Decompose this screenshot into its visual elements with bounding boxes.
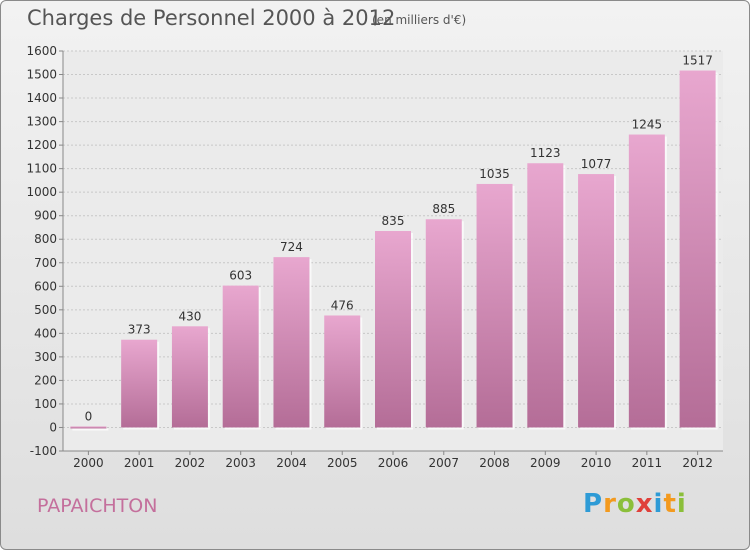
bar [679, 70, 716, 428]
y-tick-label: 1500 [26, 68, 57, 82]
bar [121, 339, 158, 428]
data-label: 835 [382, 214, 405, 228]
data-label: 1123 [530, 146, 561, 160]
x-tick-label: 2005 [327, 456, 358, 470]
chart-title: Charges de Personnel 2000 à 2012 [27, 6, 396, 30]
bar [273, 257, 310, 428]
y-tick-label: 1100 [26, 162, 57, 176]
data-label: 603 [229, 269, 252, 283]
data-label: 1035 [479, 167, 510, 181]
logo-letter: i [653, 489, 664, 519]
logo-letter: x [635, 489, 654, 519]
data-label: 430 [178, 309, 201, 323]
bar [375, 231, 411, 428]
bar [578, 174, 615, 428]
y-tick-label: 1200 [26, 138, 57, 152]
x-tick-label: 2007 [428, 456, 459, 470]
bar [222, 285, 259, 428]
data-label: 724 [280, 240, 303, 254]
y-tick-label: 200 [34, 373, 57, 387]
logo-letter: o [616, 489, 636, 519]
logo-letter: t [663, 489, 677, 519]
y-tick-label: 400 [34, 326, 57, 340]
y-tick-label: 1000 [26, 185, 57, 199]
y-tick-label: 1300 [26, 115, 57, 129]
bar [70, 426, 107, 429]
x-tick-label: 2001 [124, 456, 155, 470]
data-label: 885 [432, 202, 455, 216]
y-tick-label: 300 [34, 350, 57, 364]
place-name: PAPAICHTON [37, 495, 158, 517]
logo-letter: i [676, 489, 687, 519]
data-label: 1077 [581, 157, 612, 171]
x-tick-label: 2009 [530, 456, 561, 470]
y-tick-label: 500 [34, 303, 57, 317]
x-tick-label: 2012 [682, 456, 713, 470]
y-tick-label: -100 [30, 444, 57, 458]
logo-letter: P [583, 489, 604, 519]
y-tick-label: 800 [34, 232, 57, 246]
x-tick-label: 2011 [632, 456, 663, 470]
bar [527, 163, 564, 428]
bar [425, 219, 462, 428]
logo-letter: r [603, 489, 617, 519]
y-tick-label: 0 [49, 420, 57, 434]
proxiti-logo: Proxiti [583, 489, 687, 519]
x-tick-label: 2010 [581, 456, 612, 470]
y-tick-label: 1600 [26, 44, 57, 58]
x-tick-label: 2002 [175, 456, 206, 470]
x-tick-label: 2000 [73, 456, 104, 470]
y-tick-label: 700 [34, 256, 57, 270]
chart-subtitle: (en milliers d'€) [372, 13, 467, 27]
bar-shadow [72, 428, 109, 431]
x-tick-label: 2004 [276, 456, 307, 470]
bar [171, 326, 208, 428]
bar [324, 315, 361, 428]
y-tick-label: 1400 [26, 91, 57, 105]
y-tick-label: 900 [34, 209, 57, 223]
x-tick-label: 2008 [479, 456, 510, 470]
bar [476, 183, 513, 428]
data-label: 0 [85, 409, 93, 423]
data-label: 1517 [682, 54, 713, 68]
data-label: 476 [331, 298, 354, 312]
x-tick-label: 2006 [378, 456, 409, 470]
x-tick-label: 2003 [225, 456, 256, 470]
y-tick-label: 100 [34, 397, 57, 411]
bar [628, 134, 665, 428]
data-label: 1245 [632, 118, 663, 132]
data-label: 373 [128, 323, 151, 337]
y-tick-label: 600 [34, 279, 57, 293]
